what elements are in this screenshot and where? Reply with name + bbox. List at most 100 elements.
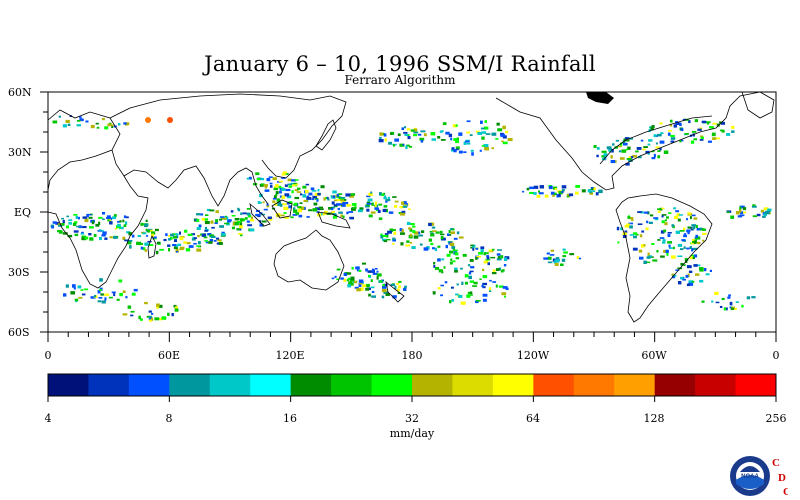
- rain-cell: [434, 266, 440, 270]
- rain-cell: [437, 136, 441, 139]
- rain-cell: [401, 127, 404, 131]
- rain-cell: [234, 218, 240, 221]
- rain-cell: [544, 194, 549, 198]
- rain-cell: [102, 231, 107, 235]
- rain-cell: [379, 192, 382, 196]
- coastline-africa-europe: [47, 109, 149, 289]
- rain-cell: [333, 199, 339, 202]
- rain-cell: [130, 310, 135, 313]
- rain-cell: [239, 233, 243, 237]
- rain-cell: [678, 214, 683, 216]
- rain-cell: [653, 217, 658, 219]
- rain-cell: [740, 211, 744, 215]
- rain-cell: [492, 269, 496, 272]
- rain-cell: [656, 133, 662, 137]
- rain-cell: [308, 209, 313, 212]
- rain-cell: [581, 189, 586, 193]
- rain-cell: [632, 247, 638, 251]
- rain-cell: [247, 224, 253, 227]
- rain-cell: [592, 190, 595, 193]
- rain-cell: [346, 272, 352, 275]
- rain-cell: [68, 221, 72, 225]
- rain-cell: [650, 126, 654, 131]
- rain-cell: [671, 224, 674, 227]
- rain-cell: [421, 230, 425, 233]
- rain-cell: [122, 219, 125, 223]
- rain-cell: [731, 130, 735, 133]
- rain-cell: [668, 212, 672, 214]
- rain-cell: [550, 191, 555, 195]
- rain-cell: [79, 116, 82, 119]
- rain-cell: [501, 140, 504, 143]
- rain-cell: [693, 254, 698, 258]
- rain-cell: [470, 149, 474, 152]
- rain-cell: [383, 197, 387, 200]
- rain-cell: [456, 148, 459, 151]
- rain-cell: [77, 120, 81, 122]
- rain-cell: [468, 275, 472, 280]
- rain-cell: [73, 213, 78, 216]
- coastline-new-guinea: [317, 211, 351, 229]
- rain-cell: [566, 195, 569, 198]
- rain-cell: [340, 204, 343, 207]
- rain-cell: [113, 214, 117, 218]
- rain-cell: [686, 247, 690, 250]
- rain-cell: [208, 241, 213, 244]
- rain-cell: [370, 191, 373, 194]
- rain-cell: [469, 280, 474, 283]
- rain-cell: [678, 281, 682, 285]
- rain-cell: [482, 298, 487, 302]
- rain-cell: [687, 273, 690, 277]
- rain-cell: [383, 133, 387, 137]
- rain-cell: [230, 210, 234, 213]
- rain-cell: [340, 277, 344, 280]
- rain-cell: [709, 269, 712, 272]
- rain-cell: [375, 268, 378, 270]
- rain-cell: [481, 136, 485, 140]
- rain-cell: [128, 232, 133, 236]
- rain-cell: [325, 196, 329, 200]
- rain-cell: [324, 197, 327, 199]
- rain-cell: [738, 209, 742, 213]
- rain-cell: [76, 225, 81, 228]
- rain-cell: [561, 185, 567, 189]
- rain-cell: [667, 241, 672, 244]
- rain-cell: [283, 206, 289, 210]
- rain-cell: [483, 144, 489, 148]
- rain-cell: [675, 230, 680, 234]
- rain-cell: [695, 235, 698, 238]
- rain-cell: [394, 285, 397, 290]
- rain-cell: [74, 298, 79, 302]
- rain-cell: [356, 288, 361, 292]
- rain-cell: [234, 221, 239, 226]
- rain-cell: [610, 160, 616, 164]
- rain-cell: [751, 205, 757, 208]
- rain-cell: [200, 213, 204, 216]
- rain-cell: [412, 230, 416, 234]
- rain-cell: [381, 289, 387, 293]
- rain-cell: [314, 192, 320, 197]
- rain-cell: [374, 207, 379, 210]
- rain-cell: [348, 281, 353, 285]
- rain-cell: [563, 251, 568, 254]
- rain-cell: [238, 233, 243, 235]
- rain-cell: [365, 287, 370, 291]
- rain-cell: [157, 304, 163, 308]
- rain-cell: [569, 253, 575, 256]
- rain-cell: [413, 235, 419, 239]
- rain-cell: [334, 275, 337, 278]
- rain-cell: [405, 244, 411, 247]
- rain-cell: [62, 232, 68, 235]
- rain-cell: [281, 188, 286, 191]
- rain-cell: [716, 123, 720, 127]
- rain-cell: [313, 202, 318, 206]
- rain-cell: [399, 228, 403, 232]
- rain-cell: [352, 207, 357, 209]
- colorbar-tick-32: 32: [405, 412, 419, 425]
- rain-cell: [661, 220, 665, 224]
- rain-cell: [659, 122, 663, 125]
- rain-cell: [742, 211, 747, 214]
- rain-cell: [496, 122, 500, 126]
- rain-cell: [662, 239, 666, 242]
- rain-cell: [691, 247, 694, 252]
